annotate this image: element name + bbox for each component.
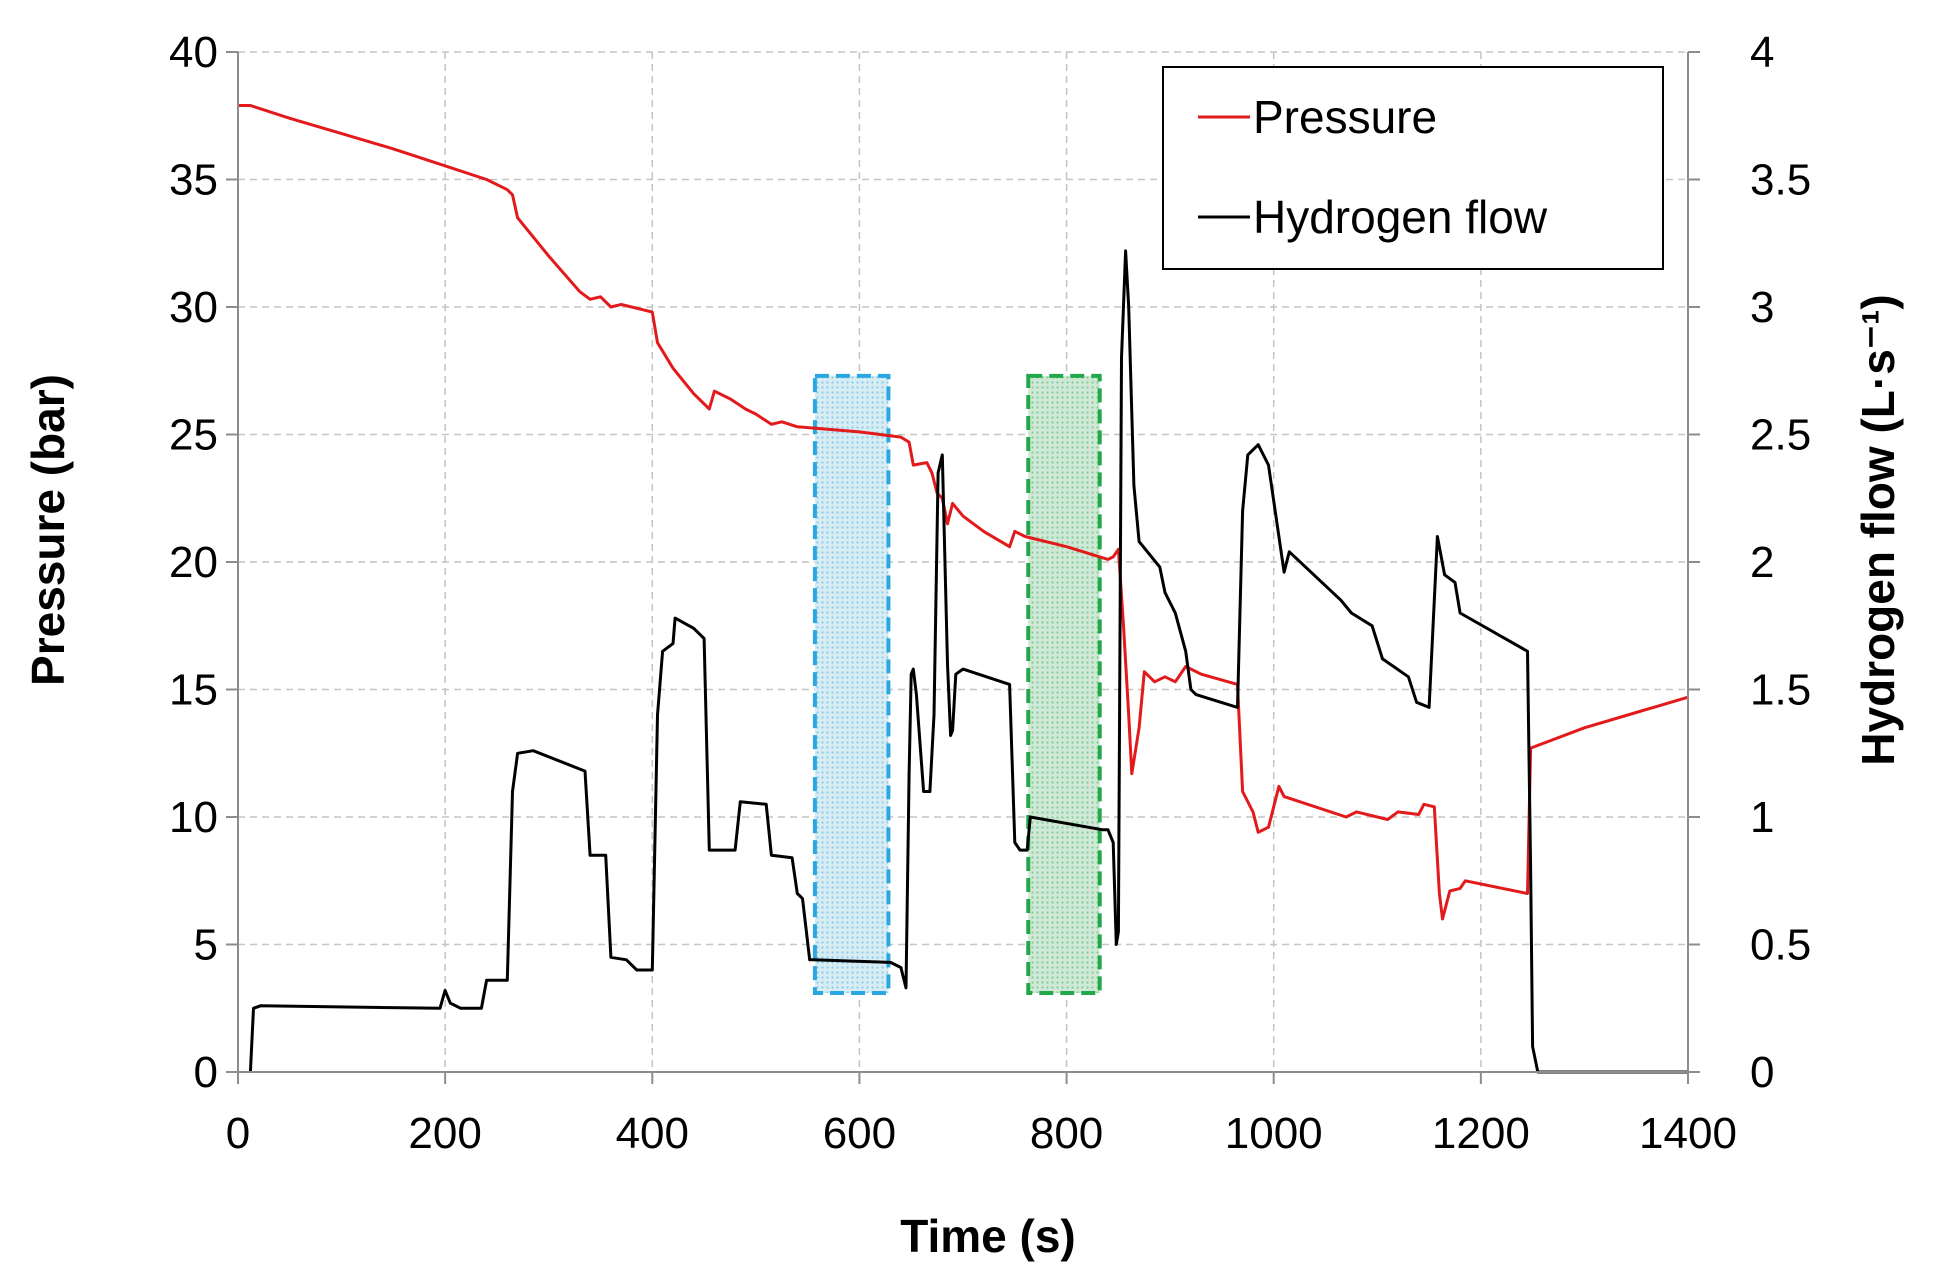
y-tick-label-right: 1.5 bbox=[1750, 666, 1811, 715]
legend-label-pressure: Pressure bbox=[1253, 91, 1437, 143]
legend: Pressure Hydrogen flow bbox=[1162, 66, 1664, 270]
y-tick-label-left: 20 bbox=[169, 538, 218, 587]
x-tick-label: 200 bbox=[408, 1109, 481, 1158]
axes bbox=[226, 51, 1700, 1084]
y-tick-label-left: 15 bbox=[169, 666, 218, 715]
y-tick-label-right: 3.5 bbox=[1750, 156, 1811, 205]
highlight-region-1 bbox=[812, 373, 891, 995]
x-axis-title: Time (s) bbox=[900, 1210, 1076, 1262]
y-tick-label-left: 0 bbox=[194, 1048, 218, 1097]
y-axis-left-title: Pressure (bar) bbox=[22, 374, 74, 686]
y-tick-label-left: 40 bbox=[169, 28, 218, 77]
y-tick-label-right: 4 bbox=[1750, 28, 1774, 77]
x-tick-label: 1200 bbox=[1432, 1109, 1530, 1158]
x-tick-label: 1000 bbox=[1225, 1109, 1323, 1158]
legend-label-hydrogen-flow: Hydrogen flow bbox=[1253, 191, 1548, 243]
x-tick-label: 1400 bbox=[1639, 1109, 1737, 1158]
series-line-hydrogen-flow bbox=[248, 249, 1688, 1074]
y-tick-label-right: 1 bbox=[1750, 793, 1774, 842]
series-line-pressure bbox=[238, 104, 1689, 921]
y-tick-label-right: 2 bbox=[1750, 538, 1774, 587]
x-tick-label: 400 bbox=[616, 1109, 689, 1158]
y-tick-label-right: 0 bbox=[1750, 1048, 1774, 1097]
y-tick-label-left: 35 bbox=[169, 156, 218, 205]
y-tick-label-right: 2.5 bbox=[1750, 411, 1811, 460]
y-tick-label-left: 30 bbox=[169, 283, 218, 332]
y-tick-label-right: 3 bbox=[1750, 283, 1774, 332]
y-tick-label-left: 5 bbox=[194, 921, 218, 970]
y-tick-label-left: 25 bbox=[169, 411, 218, 460]
x-tick-label: 800 bbox=[1030, 1109, 1103, 1158]
y-axis-right-title: Hydrogen flow (L·s⁻¹) bbox=[1852, 294, 1904, 765]
x-tick-label: 0 bbox=[226, 1109, 250, 1158]
legend-box bbox=[1162, 66, 1664, 270]
y-tick-label-right: 0.5 bbox=[1750, 921, 1811, 970]
highlight-region-2 bbox=[1026, 373, 1102, 995]
highlight-regions bbox=[812, 373, 1102, 995]
x-tick-label: 600 bbox=[823, 1109, 896, 1158]
data-series bbox=[238, 104, 1689, 1074]
y-tick-label-left: 10 bbox=[169, 793, 218, 842]
